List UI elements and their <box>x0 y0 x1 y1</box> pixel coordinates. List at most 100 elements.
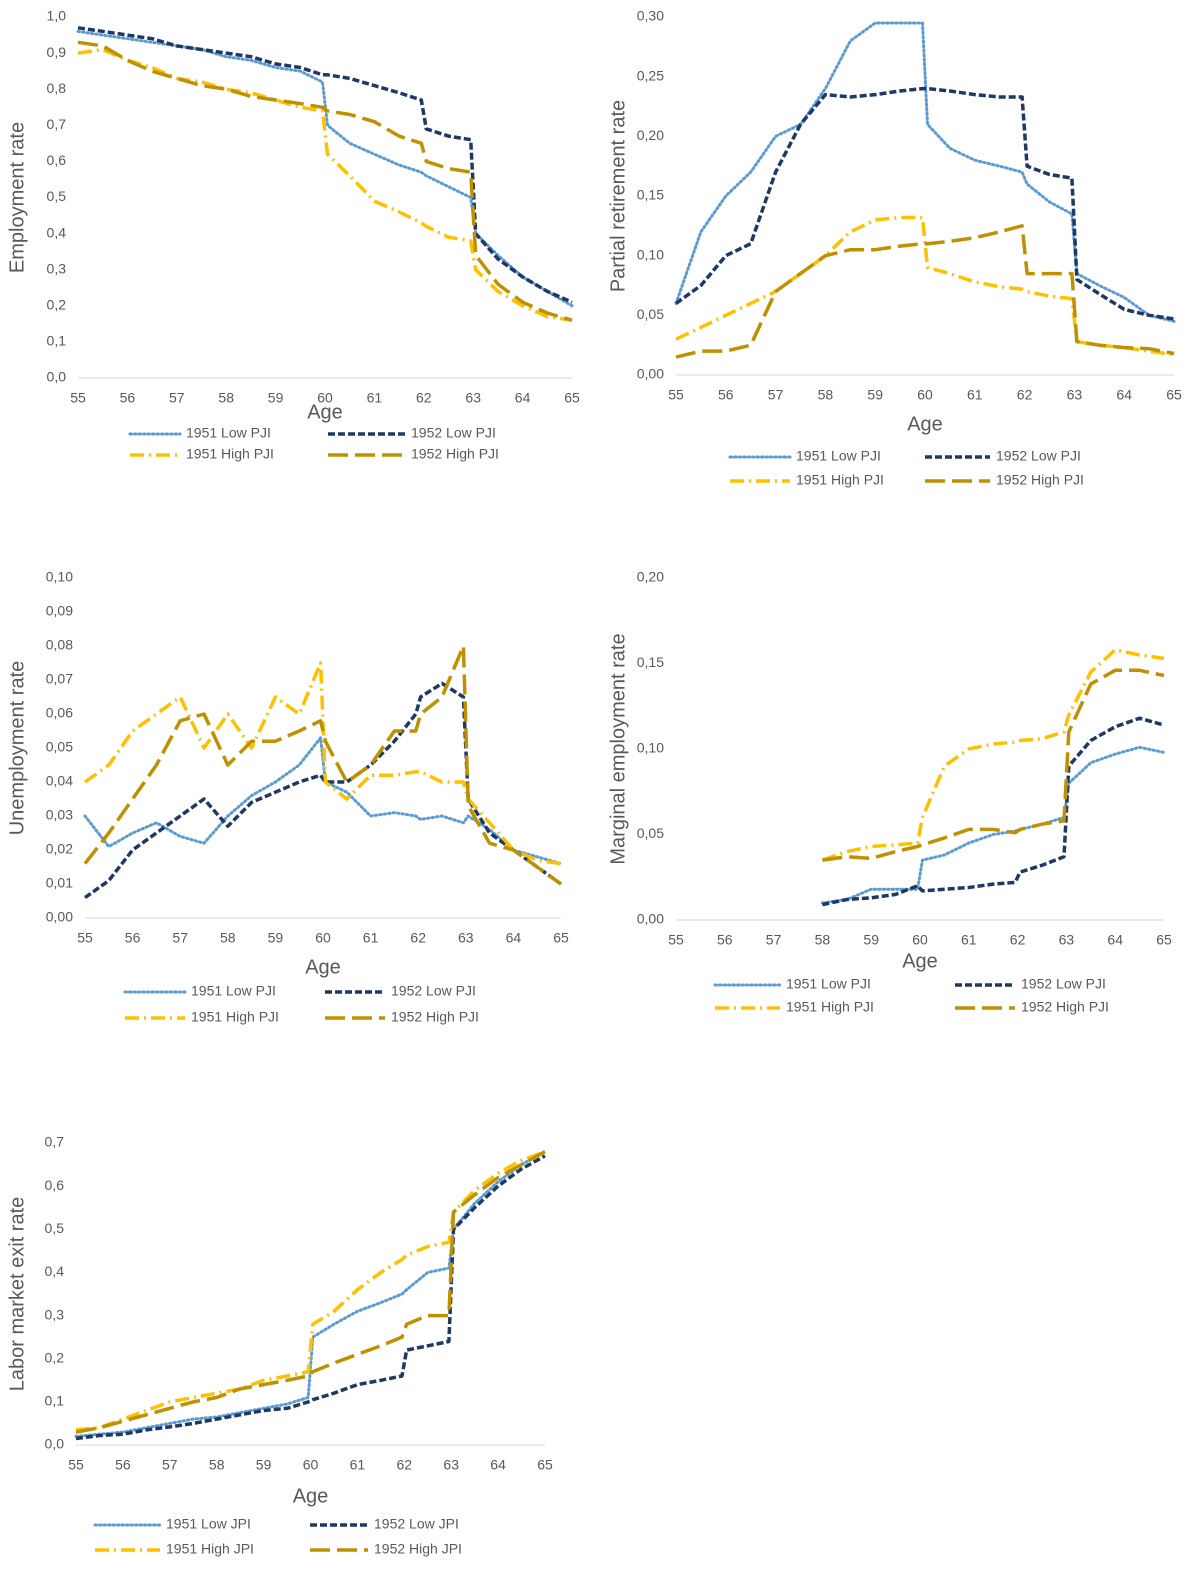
y-tick-label: 0,4 <box>47 224 67 240</box>
x-tick-label: 62 <box>397 1457 413 1473</box>
x-tick-label: 65 <box>537 1457 553 1473</box>
x-tick-label: 57 <box>172 930 188 946</box>
x-tick-label: 65 <box>1156 932 1172 948</box>
x-tick-label: 55 <box>668 387 684 403</box>
legend-label: 1952 High PJI <box>411 446 499 462</box>
x-axis-title: Age <box>307 401 343 423</box>
legend-label: 1952 Low JPI <box>374 1516 459 1532</box>
y-tick-label: 0,3 <box>47 260 67 276</box>
x-tick-label: 56 <box>120 390 136 406</box>
y-tick-label: 0,06 <box>46 705 73 721</box>
x-tick-label: 58 <box>815 932 831 948</box>
x-tick-label: 65 <box>564 390 580 406</box>
y-tick-label: 0,00 <box>637 366 664 382</box>
y-tick-label: 0,5 <box>47 188 67 204</box>
x-tick-label: 64 <box>506 930 522 946</box>
x-tick-label: 58 <box>209 1457 225 1473</box>
x-tick-label: 62 <box>410 930 426 946</box>
series-line <box>77 47 573 322</box>
legend-label: 1951 High PJI <box>191 1009 279 1025</box>
y-tick-label: 0,0 <box>45 1436 65 1452</box>
x-tick-label: 61 <box>363 930 379 946</box>
x-tick-label: 61 <box>350 1457 366 1473</box>
y-tick-label: 0,0 <box>47 369 67 385</box>
x-tick-label: 64 <box>1116 387 1132 403</box>
y-tick-label: 0,10 <box>46 569 73 585</box>
y-tick-label: 0,6 <box>45 1177 65 1193</box>
legend-label: 1951 Low PJI <box>191 983 276 999</box>
y-tick-label: 0,15 <box>637 654 664 670</box>
x-tick-label: 63 <box>443 1457 459 1473</box>
y-tick-label: 0,6 <box>47 152 67 168</box>
legend-label: 1952 Low PJI <box>391 983 476 999</box>
y-axis-title: Marginal employment rate <box>607 633 629 864</box>
legend-label: 1952 Low PJI <box>1021 976 1106 992</box>
y-tick-label: 0,7 <box>47 116 67 132</box>
x-tick-label: 63 <box>458 930 474 946</box>
y-tick-label: 0,4 <box>45 1263 65 1279</box>
y-tick-label: 0,7 <box>45 1134 65 1150</box>
y-tick-label: 0,02 <box>46 841 73 857</box>
y-tick-label: 0,07 <box>46 671 73 687</box>
legend-label: 1952 High PJI <box>1021 999 1109 1015</box>
x-tick-label: 55 <box>668 932 684 948</box>
series-line <box>83 644 563 886</box>
series-line <box>820 745 1166 905</box>
y-tick-label: 0,2 <box>47 297 67 313</box>
y-tick-label: 0,05 <box>637 306 664 322</box>
legend-label: 1951 Low JPI <box>166 1516 251 1532</box>
y-tick-label: 0,10 <box>637 740 664 756</box>
x-tick-label: 61 <box>967 387 983 403</box>
x-tick-label: 57 <box>169 390 185 406</box>
x-tick-label: 59 <box>867 387 883 403</box>
y-tick-label: 0,1 <box>45 1393 65 1409</box>
series-line <box>675 215 1175 357</box>
y-tick-label: 1,0 <box>47 8 67 24</box>
series-line <box>821 648 1165 862</box>
series-line <box>675 224 1175 359</box>
y-tick-label: 0,09 <box>46 603 73 619</box>
x-tick-label: 64 <box>1107 932 1123 948</box>
legend-label: 1952 High JPI <box>374 1541 462 1557</box>
series-line <box>77 40 573 322</box>
legend-label: 1952 Low PJI <box>996 448 1081 464</box>
series-line <box>75 1154 546 1441</box>
x-tick-label: 59 <box>863 932 879 948</box>
x-tick-label: 55 <box>77 930 93 946</box>
x-tick-label: 60 <box>303 1457 319 1473</box>
y-tick-label: 0,04 <box>46 773 73 789</box>
x-tick-label: 58 <box>218 390 234 406</box>
x-tick-label: 57 <box>768 387 784 403</box>
x-tick-label: 56 <box>115 1457 131 1473</box>
x-tick-label: 65 <box>553 930 569 946</box>
x-tick-label: 59 <box>268 930 284 946</box>
x-tick-label: 65 <box>1166 387 1182 403</box>
x-tick-label: 62 <box>416 390 432 406</box>
y-tick-label: 0,30 <box>637 8 664 24</box>
legend-label: 1951 High JPI <box>166 1541 254 1557</box>
x-tick-label: 55 <box>68 1457 84 1473</box>
x-tick-label: 63 <box>1067 387 1083 403</box>
y-axis-title: Employment rate <box>6 122 28 273</box>
series-line <box>83 736 563 866</box>
y-axis-title: Labor market exit rate <box>6 1197 28 1392</box>
y-tick-label: 0,00 <box>637 911 664 927</box>
x-axis-title: Age <box>305 956 341 978</box>
x-tick-label: 61 <box>367 390 383 406</box>
y-tick-label: 0,08 <box>46 637 73 653</box>
x-tick-label: 64 <box>515 390 531 406</box>
legend-label: 1952 High PJI <box>996 472 1084 488</box>
y-tick-label: 0,9 <box>47 44 67 60</box>
legend-label: 1952 High PJI <box>391 1009 479 1025</box>
legend-label: 1951 Low PJI <box>796 448 881 464</box>
legend-label: 1951 Low PJI <box>786 976 871 992</box>
y-tick-label: 0,15 <box>637 187 664 203</box>
series-line <box>77 26 573 304</box>
y-tick-label: 0,5 <box>45 1220 65 1236</box>
x-tick-label: 60 <box>917 387 933 403</box>
y-axis-title: Partial retirement rate <box>607 100 629 292</box>
y-tick-label: 0,05 <box>46 739 73 755</box>
x-tick-label: 58 <box>818 387 834 403</box>
y-tick-label: 0,05 <box>637 825 664 841</box>
